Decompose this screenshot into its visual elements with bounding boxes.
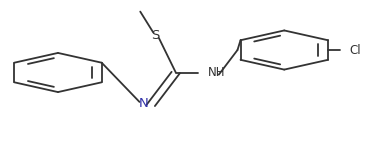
Text: S: S [151, 29, 159, 42]
Text: Cl: Cl [350, 44, 361, 57]
Text: NH: NH [208, 66, 225, 79]
Text: N: N [139, 97, 149, 110]
